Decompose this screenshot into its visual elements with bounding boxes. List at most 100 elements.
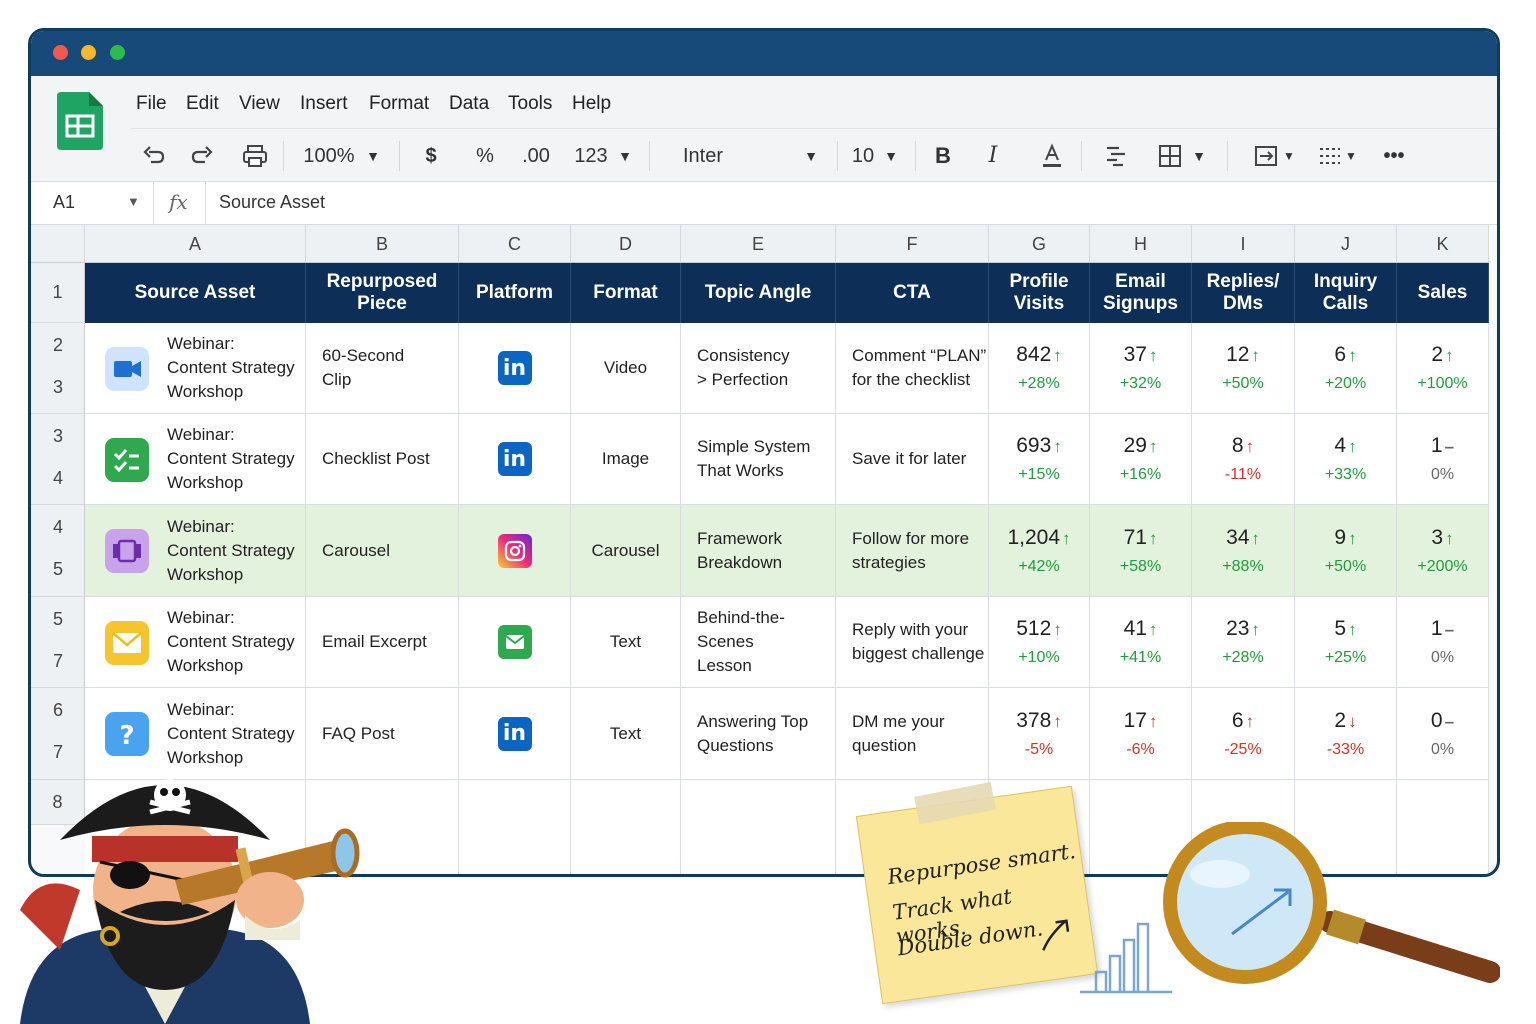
repurposed-piece-cell[interactable]: 60-Second Clip bbox=[306, 323, 459, 414]
column-header-b[interactable]: B bbox=[306, 225, 459, 263]
linkedin-icon[interactable]: in bbox=[497, 351, 532, 385]
repurposed-piece-cell[interactable]: FAQ Post bbox=[306, 688, 459, 780]
platform-cell[interactable] bbox=[459, 597, 571, 688]
sales-cell[interactable]: 0– 0% bbox=[1397, 688, 1489, 780]
borders-icon[interactable] bbox=[1157, 143, 1183, 169]
profile-visits-cell[interactable]: 842 ↑ +28% bbox=[989, 323, 1090, 414]
zoom-chevron-down-icon[interactable]: ▼ bbox=[366, 148, 380, 164]
inquiry-calls-cell[interactable]: 5 ↑ +25% bbox=[1295, 597, 1397, 688]
sales-cell[interactable]: 2 ↑ +100% bbox=[1397, 323, 1489, 414]
instagram-icon[interactable] bbox=[497, 533, 532, 568]
profile-visits-cell[interactable]: 693 ↑ +15% bbox=[989, 414, 1090, 505]
font-size-chevron-down-icon[interactable]: ▼ bbox=[884, 148, 898, 164]
zoom-select[interactable]: 100% bbox=[303, 145, 355, 167]
column-header-e[interactable]: E bbox=[681, 225, 836, 263]
email-signups-cell[interactable]: 71 ↑ +58% bbox=[1090, 505, 1192, 597]
empty-cell[interactable] bbox=[681, 780, 836, 874]
menu-edit[interactable]: Edit bbox=[186, 93, 219, 114]
repurposed-piece-cell[interactable]: Carousel bbox=[306, 505, 459, 597]
number-format-select[interactable]: 123 bbox=[574, 145, 608, 167]
replies-dms-cell[interactable]: 12 ↑ +50% bbox=[1192, 323, 1295, 414]
source-asset-cell[interactable]: Webinar: Content Strategy Workshop bbox=[85, 597, 306, 688]
column-header-g[interactable]: G bbox=[989, 225, 1090, 263]
menu-view[interactable]: View bbox=[239, 93, 280, 114]
cta-cell[interactable]: Follow for more strategies bbox=[836, 505, 989, 597]
redo-icon[interactable] bbox=[189, 143, 215, 169]
inquiry-calls-cell[interactable]: 4 ↑ +33% bbox=[1295, 414, 1397, 505]
column-header-i[interactable]: I bbox=[1192, 225, 1295, 263]
select-all-corner[interactable] bbox=[31, 225, 85, 263]
merge-cells-icon[interactable] bbox=[1103, 143, 1131, 169]
menu-help[interactable]: Help bbox=[572, 93, 612, 114]
cell-reference[interactable]: A1 bbox=[53, 192, 76, 212]
topic-angle-cell[interactable]: Answering Top Questions bbox=[681, 688, 836, 780]
source-asset-cell[interactable]: ? Webinar: Content Strategy Workshop bbox=[85, 688, 306, 780]
source-asset-cell[interactable]: Webinar: Content Strategy Workshop bbox=[85, 414, 306, 505]
topic-angle-cell[interactable]: Behind-the-Scenes Lesson bbox=[681, 597, 836, 688]
replies-dms-cell[interactable]: 8 ↑ -11% bbox=[1192, 414, 1295, 505]
inquiry-calls-cell[interactable]: 2 ↓ -33% bbox=[1295, 688, 1397, 780]
format-cell[interactable]: Text bbox=[571, 597, 681, 688]
formula-input[interactable]: Source Asset bbox=[219, 192, 326, 212]
borders-chevron-down-icon[interactable]: ▼ bbox=[1192, 148, 1206, 164]
platform-cell[interactable]: in bbox=[459, 688, 571, 780]
cell-reference-chevron-down-icon[interactable]: ▼ bbox=[127, 194, 140, 209]
source-asset-cell[interactable]: Webinar: Content Strategy Workshop bbox=[85, 505, 306, 597]
topic-angle-cell[interactable]: Consistency > Perfection bbox=[681, 323, 836, 414]
undo-icon[interactable] bbox=[141, 143, 167, 169]
topic-angle-cell[interactable]: Simple System That Works bbox=[681, 414, 836, 505]
inquiry-calls-cell[interactable]: 9 ↑ +50% bbox=[1295, 505, 1397, 597]
menu-tools[interactable]: Tools bbox=[508, 93, 553, 114]
sales-cell[interactable]: 3 ↑ +200% bbox=[1397, 505, 1489, 597]
cta-cell[interactable]: Reply with your biggest challenge bbox=[836, 597, 989, 688]
more-options-icon[interactable]: ••• bbox=[1383, 145, 1405, 167]
menu-format[interactable]: Format bbox=[369, 93, 430, 114]
linkedin-icon[interactable]: in bbox=[497, 442, 532, 476]
empty-cell[interactable] bbox=[1397, 780, 1489, 874]
empty-cell[interactable] bbox=[571, 780, 681, 874]
source-asset-cell[interactable]: Webinar: Content Strategy Workshop bbox=[85, 323, 306, 414]
column-header-h[interactable]: H bbox=[1090, 225, 1192, 263]
cta-cell[interactable]: DM me your question bbox=[836, 688, 989, 780]
wrap-chevron-down-icon[interactable]: ▼ bbox=[1345, 149, 1357, 163]
profile-visits-cell[interactable]: 1,204 ↑ +42% bbox=[989, 505, 1090, 597]
profile-visits-cell[interactable]: 378 ↑ -5% bbox=[989, 688, 1090, 780]
repurposed-piece-cell[interactable]: Checklist Post bbox=[306, 414, 459, 505]
wrap-icon[interactable] bbox=[1317, 143, 1343, 169]
column-header-d[interactable]: D bbox=[571, 225, 681, 263]
platform-cell[interactable]: in bbox=[459, 414, 571, 505]
replies-dms-cell[interactable]: 34 ↑ +88% bbox=[1192, 505, 1295, 597]
cta-cell[interactable]: Comment “PLAN” for the checklist bbox=[836, 323, 989, 414]
email-signups-cell[interactable]: 17 ↑ -6% bbox=[1090, 688, 1192, 780]
email-icon[interactable] bbox=[497, 625, 532, 659]
email-signups-cell[interactable]: 29 ↑ +16% bbox=[1090, 414, 1192, 505]
sales-cell[interactable]: 1– 0% bbox=[1397, 414, 1489, 505]
empty-cell[interactable] bbox=[459, 780, 571, 874]
linkedin-icon[interactable]: in bbox=[497, 716, 532, 751]
column-header-c[interactable]: C bbox=[459, 225, 571, 263]
menu-file[interactable]: File bbox=[136, 93, 167, 114]
align-chevron-down-icon[interactable]: ▼ bbox=[1283, 149, 1295, 163]
empty-cell[interactable] bbox=[1090, 780, 1192, 874]
repurposed-piece-cell[interactable]: Email Excerpt bbox=[306, 597, 459, 688]
font-chevron-down-icon[interactable]: ▼ bbox=[804, 148, 818, 164]
number-format-chevron-down-icon[interactable]: ▼ bbox=[618, 148, 632, 164]
format-cell[interactable]: Carousel bbox=[571, 505, 681, 597]
minimize-window-button[interactable] bbox=[81, 45, 96, 60]
column-header-k[interactable]: K bbox=[1397, 225, 1489, 263]
inquiry-calls-cell[interactable]: 6 ↑ +20% bbox=[1295, 323, 1397, 414]
column-header-a[interactable]: A bbox=[85, 225, 306, 263]
profile-visits-cell[interactable]: 512 ↑ +10% bbox=[989, 597, 1090, 688]
close-window-button[interactable] bbox=[53, 45, 68, 60]
bold-button[interactable]: B bbox=[935, 143, 951, 168]
topic-angle-cell[interactable]: Framework Breakdown bbox=[681, 505, 836, 597]
menu-data[interactable]: Data bbox=[449, 93, 490, 114]
sales-cell[interactable]: 1– 0% bbox=[1397, 597, 1489, 688]
row-header[interactable]: 8 bbox=[31, 780, 85, 825]
menu-insert[interactable]: Insert bbox=[300, 93, 348, 114]
